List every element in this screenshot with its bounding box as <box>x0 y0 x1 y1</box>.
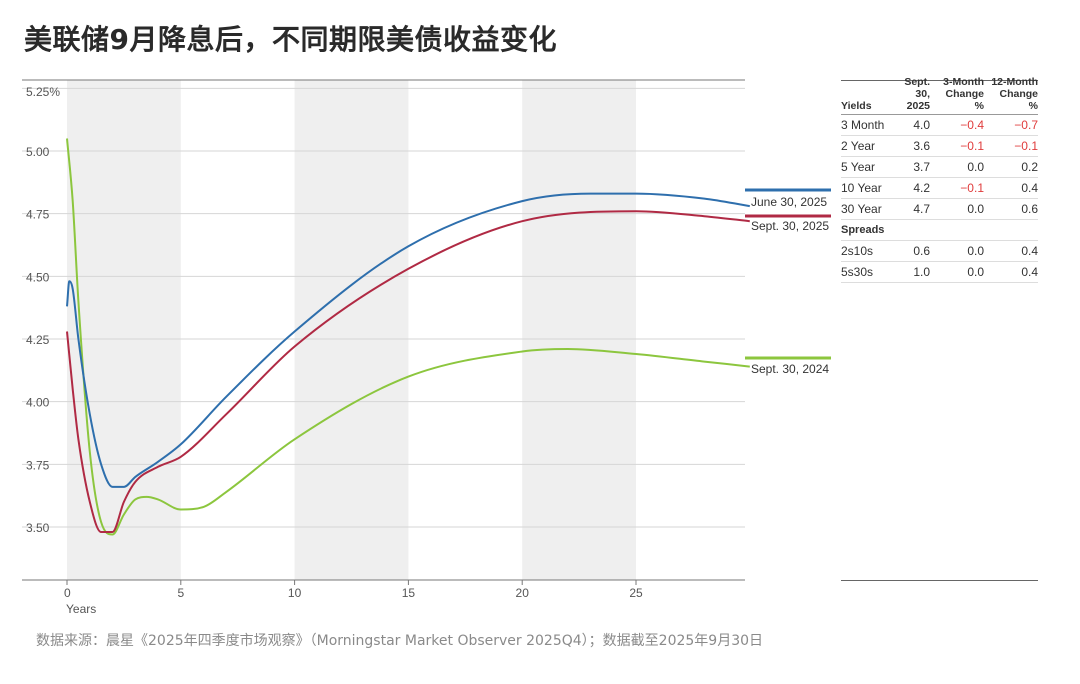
row-12month: 0.4 <box>1021 181 1038 195</box>
row-3month: 0.0 <box>967 265 984 279</box>
spread-rows: 2s10s 0.6 0.0 0.4 5s30s 1.0 0.0 0.4 <box>841 241 1038 283</box>
series-line-sept-30-2025 <box>66 210 750 533</box>
row-3month: 0.0 <box>967 202 984 216</box>
row-value: 1.0 <box>913 265 930 279</box>
legend-label: Sept. 30, 2025 <box>751 219 829 233</box>
row-12month: 0.6 <box>1021 202 1038 216</box>
y-tick-label: 4.75 <box>26 208 50 222</box>
row-value: 3.6 <box>913 139 930 153</box>
x-tick-label: 25 <box>629 586 643 600</box>
yields-table: Yields Sept. 30, 2025 3-Month Change% 12-… <box>841 76 1038 581</box>
row-label: 10 Year <box>841 181 882 195</box>
spreads-section-label: Spreads <box>841 220 1038 241</box>
header-3month: 3-Month Change% <box>943 76 984 112</box>
row-3month: −0.1 <box>960 181 984 195</box>
header-yields: Yields <box>841 100 872 112</box>
row-value: 4.0 <box>913 118 930 132</box>
yield-row: 30 Year 4.7 0.0 0.6 <box>841 199 1038 220</box>
x-tick-label: 0 <box>64 586 71 600</box>
legend-label: Sept. 30, 2024 <box>751 362 829 376</box>
y-tick-label: 4.00 <box>26 396 50 410</box>
yield-row: 2 Year 3.6 −0.1 −0.1 <box>841 136 1038 157</box>
y-tick-label: 4.50 <box>26 270 50 284</box>
legend-label: June 30, 2025 <box>751 195 827 209</box>
y-tick-label: 5.25% <box>26 85 60 99</box>
y-tick-label: 3.50 <box>26 521 50 535</box>
shaded-band <box>67 80 181 580</box>
y-tick-label: 3.75 <box>26 458 50 472</box>
row-3month: 0.0 <box>967 160 984 174</box>
row-label: 5s30s <box>841 265 874 279</box>
row-12month: 0.4 <box>1021 265 1038 279</box>
row-3month: −0.4 <box>960 118 984 132</box>
x-tick-label: 20 <box>516 586 530 600</box>
row-value: 3.7 <box>913 160 930 174</box>
series-line-sept-30-2024 <box>66 138 750 536</box>
y-tick-label: 5.00 <box>26 145 50 159</box>
row-value: 0.6 <box>913 244 930 258</box>
yield-row: 5 Year 3.7 0.0 0.2 <box>841 157 1038 178</box>
x-tick-label: 10 <box>288 586 302 600</box>
y-tick-label: 4.25 <box>26 333 50 347</box>
row-12month: −0.7 <box>1014 118 1038 132</box>
x-axis-label: Years <box>66 602 96 616</box>
shaded-band <box>522 80 636 580</box>
source-note: 数据来源：晨星《2025年四季度市场观察》（Morningstar Market… <box>36 633 764 649</box>
x-tick-label: 5 <box>177 586 184 600</box>
table-header: Yields Sept. 30, 2025 3-Month Change% 12-… <box>841 76 1038 115</box>
yield-rows: 3 Month 4.0 −0.4 −0.7 2 Year 3.6 −0.1 −0.1 5 Yea… <box>841 115 1038 220</box>
row-3month: −0.1 <box>960 139 984 153</box>
row-label: 30 Year <box>841 202 882 216</box>
spread-row: 5s30s 1.0 0.0 0.4 <box>841 262 1038 283</box>
page-title: 美联储9月降息后，不同期限美债收益变化 <box>24 23 557 56</box>
spread-row: 2s10s 0.6 0.0 0.4 <box>841 241 1038 262</box>
header-sept30: Sept. 30, 2025 <box>904 76 930 112</box>
row-label: 3 Month <box>841 118 885 132</box>
row-label: 2s10s <box>841 244 874 258</box>
shaded-band <box>294 80 409 580</box>
row-label: 5 Year <box>841 160 876 174</box>
yield-row: 3 Month 4.0 −0.4 −0.7 <box>841 115 1038 136</box>
row-12month: −0.1 <box>1014 139 1038 153</box>
row-value: 4.7 <box>913 202 930 216</box>
row-label: 2 Year <box>841 139 876 153</box>
series-line-june-30-2025 <box>66 192 750 488</box>
header-12month: 12-Month Change% <box>991 76 1038 112</box>
yield-row: 10 Year 4.2 −0.1 0.4 <box>841 178 1038 199</box>
row-12month: 0.4 <box>1021 244 1038 258</box>
row-3month: 0.0 <box>967 244 984 258</box>
row-12month: 0.2 <box>1021 160 1038 174</box>
row-value: 4.2 <box>913 181 930 195</box>
x-tick-label: 15 <box>402 586 416 600</box>
